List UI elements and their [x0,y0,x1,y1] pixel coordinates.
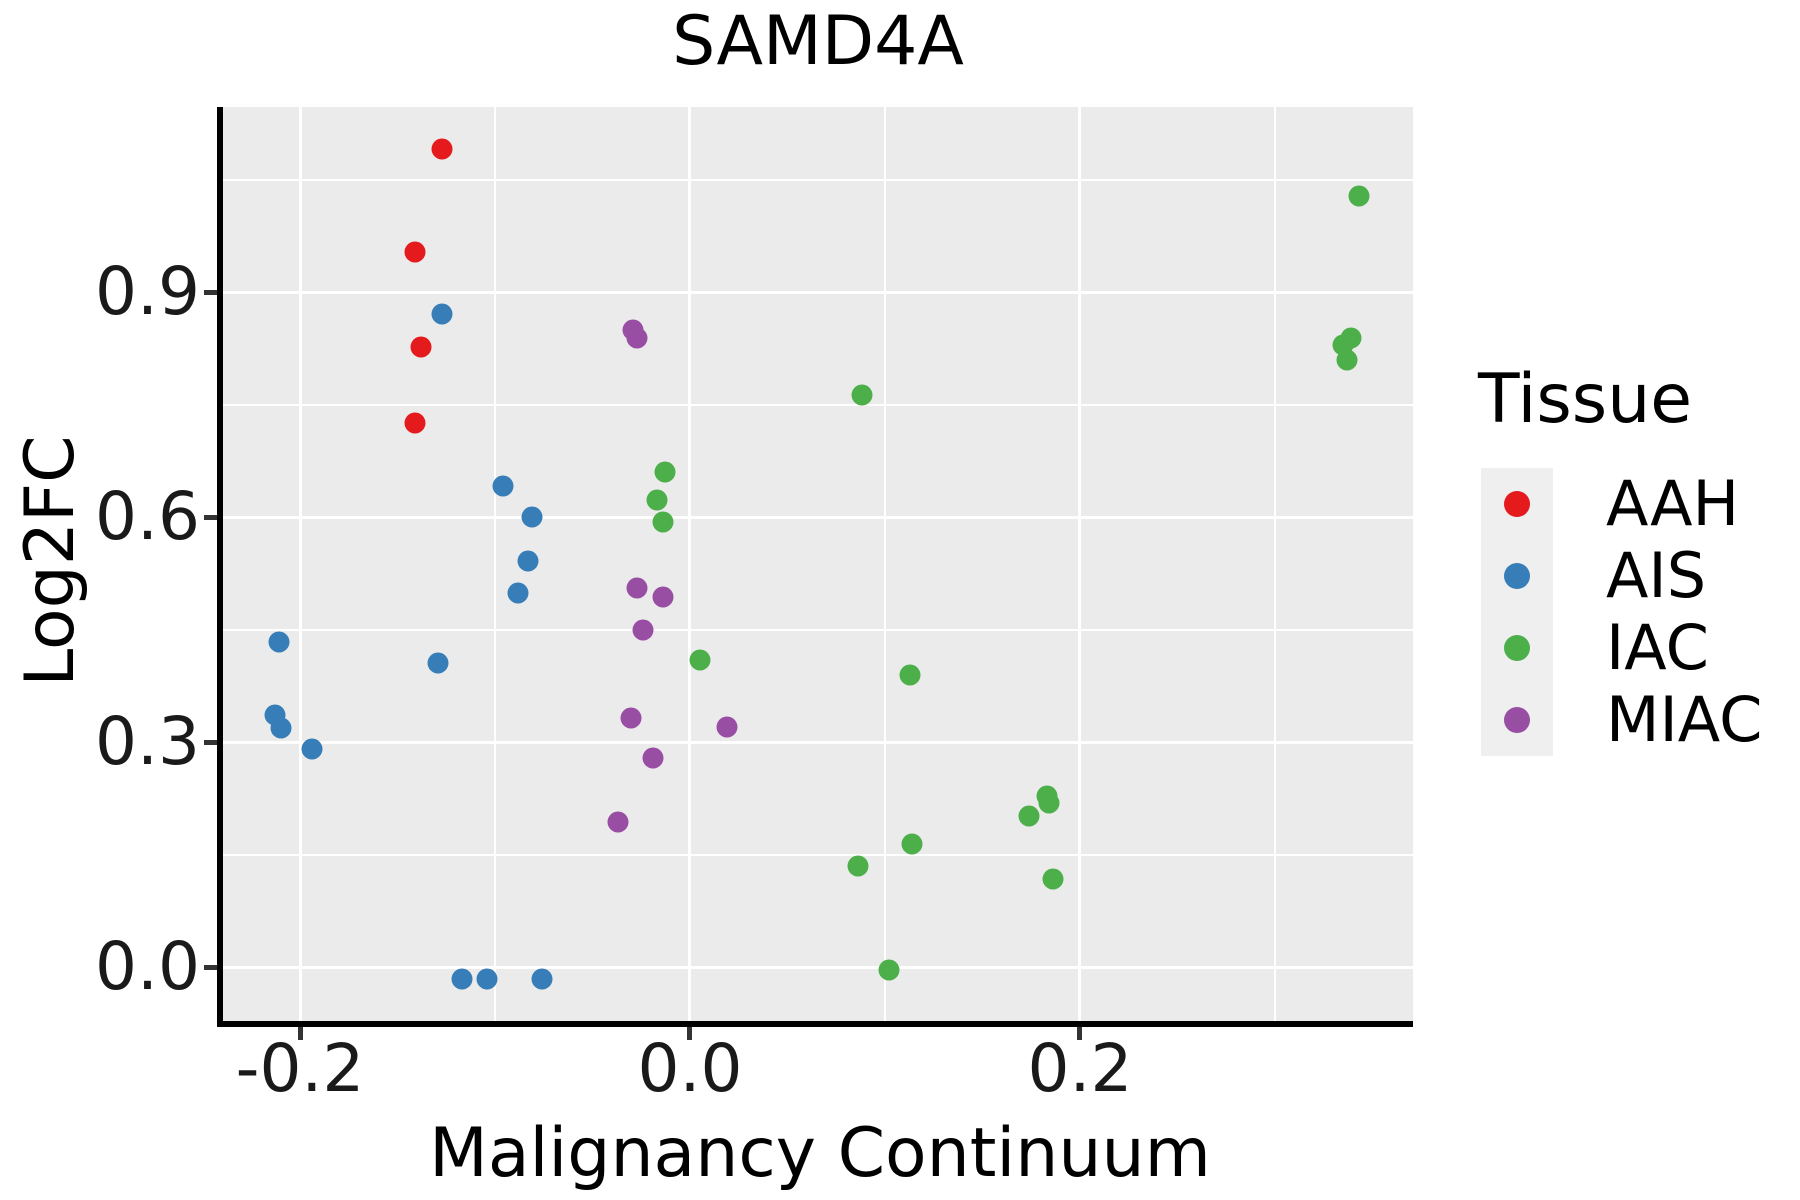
major-gridline-y [223,290,1413,294]
y-tick-label: 0.0 [95,928,200,1005]
point-AIS [492,475,514,497]
point-AIS [451,968,473,990]
major-gridline-x [688,107,692,1021]
legend-key-MIAC: MIAC [1481,684,1762,756]
major-gridline-y [223,965,1413,969]
point-AIS [517,550,539,572]
y-axis-title: Log2FC [11,435,90,687]
y-tick-label: 0.9 [95,253,200,331]
legend-label-AIS: AIS [1606,539,1707,612]
point-IAC [847,855,869,877]
point-AAH [431,138,453,160]
legend-label-IAC: IAC [1606,611,1709,684]
point-AIS [431,303,453,325]
point-MIAC [626,327,648,349]
point-IAC [901,833,923,855]
legend-keys: AAH AIS IAC MIAC [1481,468,1762,756]
point-IAC [1336,349,1358,371]
minor-gridline-y [223,403,1413,406]
y-tick-mark [204,514,217,520]
point-MIAC [652,586,674,608]
x-tick-mark [297,1027,303,1040]
legend-dot-MIAC-icon [1504,707,1530,733]
x-tick-label: 0.2 [1027,1030,1133,1107]
legend-title: Tissue [1478,360,1693,439]
point-MIAC [620,707,642,729]
x-tick-label: 0.0 [637,1030,743,1107]
minor-gridline-y [223,853,1413,856]
point-IAC [689,649,711,671]
point-IAC [851,384,873,406]
legend-label-AAH: AAH [1606,467,1740,540]
point-IAC [1018,805,1040,827]
minor-gridline-y [223,628,1413,631]
point-MIAC [716,716,738,738]
point-IAC [646,489,668,511]
major-gridline-y [223,740,1413,744]
legend-key-AAH: AAH [1481,468,1739,540]
plot-title: SAMD4A [672,2,964,81]
major-gridline-y [223,515,1413,519]
y-tick-mark [204,964,217,970]
point-AIS [531,968,553,990]
x-tick-mark [687,1027,693,1040]
y-axis-line [217,107,223,1027]
x-axis-line [217,1021,1413,1027]
point-IAC [654,461,676,483]
point-MIAC [626,577,648,599]
point-AIS [476,968,498,990]
legend-dot-AAH-icon [1504,491,1530,517]
point-AAH [404,412,426,434]
point-IAC [1038,792,1060,814]
point-IAC [1042,868,1064,890]
minor-gridline-x [883,107,886,1021]
legend-label-MIAC: MIAC [1606,683,1763,756]
point-MIAC [607,811,629,833]
point-AIS [268,631,290,653]
legend-dot-AIS-icon [1504,563,1530,589]
legend-key-AIS: AIS [1481,540,1706,612]
major-gridline-x [1078,107,1082,1021]
y-tick-label: 0.6 [95,478,200,555]
point-AIS [507,582,529,604]
point-AAH [404,241,426,263]
point-MIAC [632,619,654,641]
point-IAC [899,664,921,686]
y-tick-mark [204,289,217,295]
minor-gridline-x [1273,107,1276,1021]
point-AIS [270,717,292,739]
point-AIS [301,738,323,760]
point-AAH [410,336,432,358]
point-IAC [652,511,674,533]
minor-gridline-x [494,107,496,1021]
legend: Tissue AAH AIS IAC MIAC [1460,330,1800,790]
y-tick-mark [204,739,217,745]
major-gridline-x [298,107,302,1021]
x-tick-mark [1077,1027,1083,1040]
point-AIS [521,506,543,528]
point-IAC [1348,185,1370,207]
plot-panel [223,107,1413,1021]
x-axis-title: Malignancy Continuum [429,1114,1211,1193]
y-tick-label: 0.3 [95,703,200,780]
x-tick-label: -0.2 [235,1030,365,1107]
minor-gridline-y [223,178,1413,181]
point-MIAC [642,747,664,769]
point-IAC [878,959,900,981]
legend-key-IAC: IAC [1481,612,1709,684]
legend-dot-IAC-icon [1504,635,1530,661]
point-AIS [427,652,449,674]
